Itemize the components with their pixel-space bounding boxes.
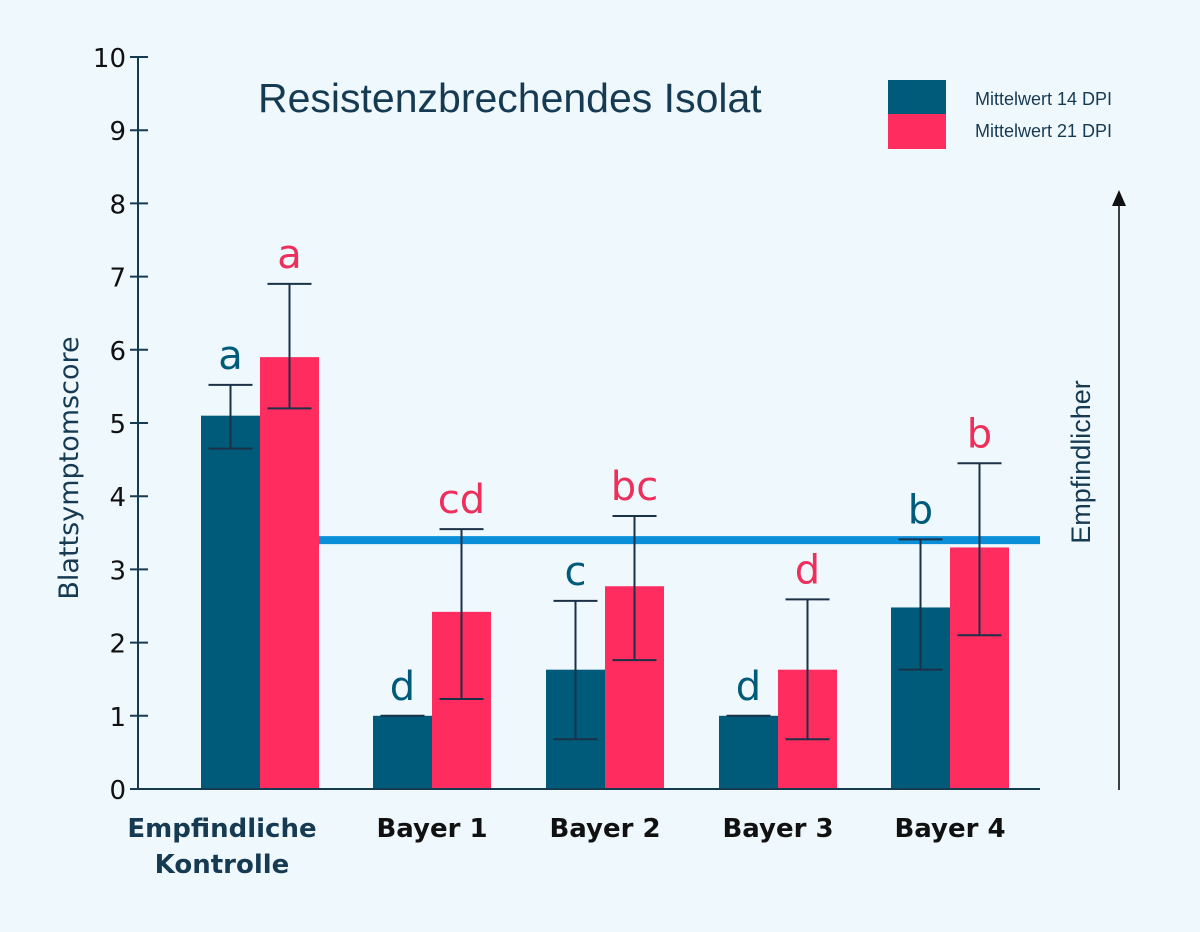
significance-label: cd [438, 477, 485, 523]
y-axis-label: Blattsymptomscore [54, 336, 85, 599]
significance-label: bc [611, 464, 658, 510]
chart-title: Resistenzbrechendes Isolat [258, 75, 762, 121]
significance-label: c [565, 549, 587, 595]
y-tick-label: 2 [109, 630, 126, 660]
category-label: Kontrolle [155, 850, 290, 880]
significance-label: d [390, 664, 415, 710]
category-label: Bayer 4 [894, 814, 1005, 844]
legend: Mittelwert 14 DPI Mittelwert 21 DPI [888, 80, 1112, 149]
significance-label: a [218, 333, 243, 379]
significance-label: d [736, 664, 761, 710]
significance-label: b [967, 411, 992, 457]
legend-label-14dpi: Mittelwert 14 DPI [975, 89, 1112, 109]
y-tick-label: 0 [109, 776, 126, 806]
y-axis: 0 1 2 3 4 5 6 7 8 9 10 [93, 44, 148, 806]
error-bars-group [208, 282, 1002, 741]
sensitivity-arrow: Empfindlicher [1066, 190, 1126, 790]
bars-group [201, 357, 1009, 789]
y-tick-label: 10 [93, 44, 126, 74]
significance-label: b [908, 487, 933, 533]
category-label: Bayer 2 [549, 814, 660, 844]
category-label: Bayer 3 [722, 814, 833, 844]
y-tick-label: 5 [109, 410, 126, 440]
significance-label: d [795, 547, 820, 593]
bar-14dpi [719, 715, 778, 789]
category-label: Bayer 1 [376, 814, 487, 844]
legend-swatch-14dpi [888, 80, 946, 114]
y-tick-label: 8 [109, 190, 126, 220]
significance-label: a [277, 232, 302, 278]
category-labels-group: Empfindliche Kontrolle Bayer 1 Bayer 2 Bayer… [127, 814, 1005, 880]
bar-14dpi [373, 715, 432, 789]
y-tick-label: 1 [109, 703, 126, 733]
legend-swatch-21dpi [888, 114, 946, 149]
legend-label-21dpi: Mittelwert 21 DPI [975, 121, 1112, 141]
y-tick-label: 7 [109, 264, 126, 294]
sensitivity-label: Empfindlicher [1066, 380, 1096, 544]
y-tick-label: 3 [109, 556, 126, 586]
y-tick-label: 6 [109, 337, 126, 367]
y-tick-label: 4 [109, 483, 126, 513]
category-label: Empfindliche [127, 814, 316, 844]
bar-21dpi [260, 357, 319, 789]
y-tick-label: 9 [109, 117, 126, 147]
arrow-up-icon [1112, 190, 1126, 206]
bar-14dpi [201, 415, 260, 789]
